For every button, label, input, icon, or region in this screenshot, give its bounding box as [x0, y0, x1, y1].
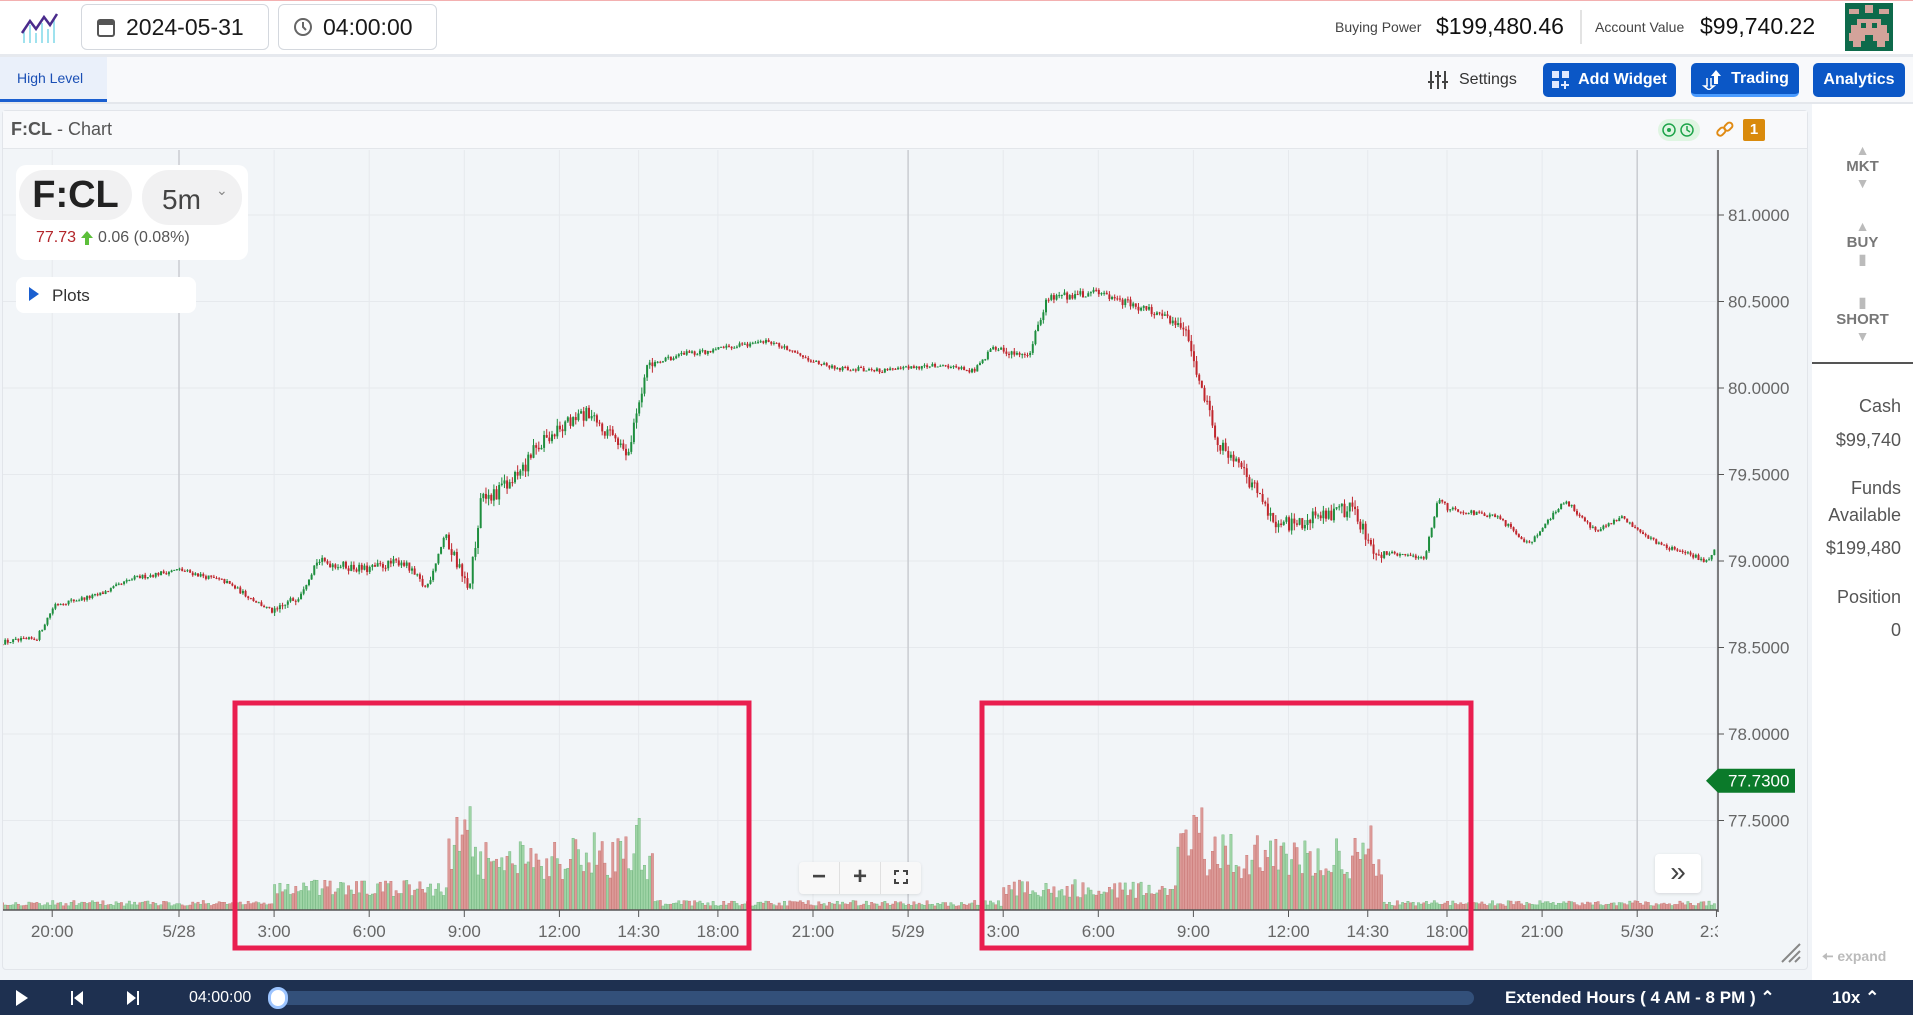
buy-label: BUY	[1846, 234, 1879, 251]
sync-clock-icon	[1662, 123, 1694, 137]
expand-label: expand	[1837, 948, 1887, 964]
volume-bar	[0, 906, 1, 910]
add-widget-label: Add Widget	[1578, 71, 1667, 88]
tab-high-level[interactable]: High Level	[0, 57, 107, 102]
time-value: 04:00:00	[323, 13, 413, 40]
funds-label: Funds	[1850, 478, 1901, 498]
zoom-controls: − +	[799, 862, 921, 894]
zoom-out-icon[interactable]: −	[811, 863, 826, 890]
settings-button[interactable]: Settings	[1427, 69, 1517, 91]
calendar-icon	[97, 19, 115, 37]
buy-button[interactable]: ▲ BUY ▮	[1812, 218, 1913, 268]
last-price: 77.73	[36, 229, 77, 246]
position-value: 0	[1890, 620, 1901, 640]
symbol-chip[interactable]: F:CL	[19, 170, 132, 220]
funds-value: $199,480	[1825, 538, 1901, 558]
chevron-down-icon: ⌄	[216, 182, 228, 198]
chevron-up-icon: ⌃	[1760, 988, 1775, 1007]
clock-icon	[294, 18, 312, 36]
step-forward-icon[interactable]	[124, 989, 140, 1007]
step-back-icon[interactable]	[70, 989, 86, 1007]
avatar[interactable]	[1845, 3, 1893, 51]
link-icon[interactable]	[1715, 120, 1735, 140]
time-picker[interactable]: 04:00:00	[278, 4, 437, 50]
quote-card: F:CL 5m ⌄ 77.73 0.06 (0.08%)	[16, 165, 248, 260]
scroll-to-latest-icon[interactable]: »	[1655, 854, 1701, 893]
quote-change: 77.73 0.06 (0.08%)	[36, 229, 190, 247]
interval-value: 5m	[162, 184, 201, 215]
date-picker[interactable]: 2024-05-31	[81, 4, 269, 50]
slider-handle[interactable]	[268, 987, 288, 1009]
market-order-button[interactable]: ▲ MKT ▼	[1812, 142, 1913, 191]
panel-symbol: F:CL	[11, 119, 52, 139]
sliders-icon	[1428, 71, 1448, 89]
trade-sidebar: ▲ MKT ▼ ▲ BUY ▮ ▮ SHORT ▼ Cash $99,740 Funds A…	[1812, 104, 1913, 980]
account-value-label: Account Value	[1595, 19, 1685, 35]
fullscreen-icon[interactable]	[880, 862, 921, 894]
tab-bar: High Level Settings Add Widget Trading A…	[0, 57, 1913, 104]
chevron-up-icon: ⌃	[1865, 988, 1880, 1007]
session-label: Extended Hours ( 4 AM - 8 PM )	[1505, 988, 1756, 1007]
trading-label: Trading	[1731, 69, 1789, 87]
funds-label-2: Available	[1828, 505, 1901, 525]
playback-time: 04:00:00	[189, 989, 252, 1006]
add-widget-button[interactable]: Add Widget	[1543, 63, 1676, 97]
change-value: 0.06 (0.08%)	[98, 229, 190, 246]
playback-bar: 04:00:00 Extended Hours ( 4 AM - 8 PM ) …	[0, 980, 1913, 1015]
expand-button[interactable]: 🠤 expand	[1822, 948, 1887, 964]
analytics-button[interactable]: Analytics	[1813, 63, 1905, 97]
mkt-label: MKT	[1846, 158, 1879, 175]
buying-power-value: $199,480.46	[1436, 13, 1564, 39]
zoom-in-icon[interactable]: +	[839, 862, 880, 894]
panel-title: - Chart	[51, 119, 112, 139]
playback-slider[interactable]	[276, 991, 1474, 1005]
speed-selector[interactable]: 10x ⌃	[1832, 988, 1879, 1008]
short-label: SHORT	[1836, 311, 1889, 328]
account-value: $99,740.22	[1700, 13, 1816, 39]
trading-button[interactable]: Trading	[1691, 63, 1799, 97]
add-widget-icon	[1552, 71, 1570, 89]
plots-label: Plots	[52, 286, 90, 305]
session-selector[interactable]: Extended Hours ( 4 AM - 8 PM ) ⌃	[1505, 988, 1775, 1008]
top-bar: 2024-05-31 04:00:00 Buying Power $199,48…	[0, 0, 1913, 57]
trade-arrows-icon	[1701, 69, 1722, 90]
position-label: Position	[1836, 587, 1901, 607]
interval-dropdown[interactable]: 5m ⌄	[142, 170, 242, 225]
plots-toggle[interactable]: Plots	[16, 277, 196, 313]
date-value: 2024-05-31	[126, 13, 244, 40]
panel-header: F:CL - Chart	[3, 111, 1807, 149]
caret-right-icon	[29, 287, 39, 301]
play-icon[interactable]	[14, 989, 30, 1007]
divider	[1812, 362, 1913, 364]
divider	[1580, 10, 1582, 44]
arrow-up-icon	[81, 231, 94, 245]
link-group-badge[interactable]: 1	[1743, 119, 1765, 141]
cash-label: Cash	[1858, 396, 1901, 416]
candle	[0, 642, 1, 644]
resize-handle-icon[interactable]	[1780, 942, 1802, 964]
chart-panel: F:CL - Chart 1	[2, 110, 1808, 970]
buying-power-label: Buying Power	[1335, 19, 1422, 35]
short-button[interactable]: ▮ SHORT ▼	[1812, 294, 1913, 344]
cash-value: $99,740	[1835, 430, 1901, 450]
speed-label: 10x	[1832, 988, 1861, 1007]
settings-label: Settings	[1459, 71, 1517, 88]
app-logo-icon[interactable]	[20, 11, 60, 45]
live-status[interactable]	[1658, 119, 1700, 141]
